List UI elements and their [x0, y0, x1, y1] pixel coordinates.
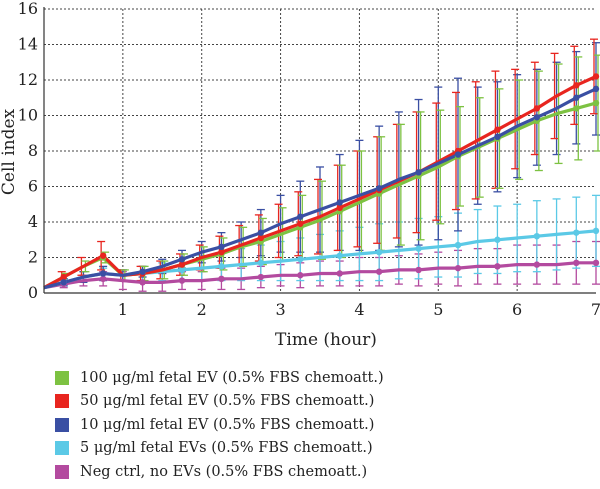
- x-tick-label: 4: [354, 300, 364, 319]
- data-point: [533, 233, 541, 240]
- error-bars: [57, 38, 600, 292]
- data-point: [297, 220, 304, 227]
- data-point: [60, 273, 67, 281]
- data-point: [415, 169, 422, 176]
- legend-swatch: [55, 417, 69, 432]
- data-point: [139, 279, 146, 286]
- data-point: [533, 105, 541, 112]
- legend-swatch: [55, 464, 69, 479]
- data-point: [454, 264, 462, 272]
- data-point: [592, 259, 600, 267]
- data-point: [297, 256, 304, 263]
- data-point: [533, 114, 541, 121]
- data-point: [178, 256, 186, 263]
- axes: [43, 7, 596, 294]
- data-point: [218, 263, 225, 270]
- legend-label: Neg ctrl, no EVs (0.5% FBS chemoatt.): [80, 463, 368, 480]
- data-point: [454, 241, 462, 249]
- y-tick-label: 14: [18, 35, 38, 54]
- data-point: [375, 185, 383, 192]
- data-point: [592, 73, 600, 80]
- data-point: [218, 275, 225, 282]
- data-point: [178, 266, 186, 274]
- data-point: [375, 268, 383, 275]
- legend-item: 100 μg/ml fetal EV (0.5% FBS chemoatt.): [55, 366, 384, 390]
- data-point: [494, 133, 501, 140]
- x-tick-label: 1: [118, 300, 128, 319]
- data-point: [533, 261, 541, 268]
- data-point: [336, 252, 343, 259]
- legend-label: 5 μg/ml fetal EVs (0.5% FBS chemoatt.): [80, 440, 373, 457]
- data-point: [336, 199, 343, 206]
- y-tick-label: 6: [28, 177, 38, 196]
- data-point: [99, 270, 107, 277]
- data-point: [257, 234, 265, 242]
- series-line: [43, 87, 597, 290]
- y-tick-label: 12: [18, 70, 38, 89]
- data-point: [573, 105, 580, 112]
- data-point: [415, 266, 422, 274]
- data-point: [297, 213, 304, 220]
- legend-swatch: [55, 394, 69, 409]
- x-axis-title: Time (hour): [275, 330, 377, 350]
- y-tick-label: 10: [18, 106, 38, 125]
- data-point: [139, 268, 146, 275]
- data-point: [573, 229, 580, 236]
- data-point: [494, 263, 501, 270]
- x-tick-label: 5: [433, 300, 443, 319]
- legend: 100 μg/ml fetal EV (0.5% FBS chemoatt.) 5…: [55, 366, 384, 484]
- data-point: [178, 277, 186, 284]
- data-point: [494, 126, 501, 133]
- y-tick-label: 4: [28, 212, 38, 231]
- data-point: [592, 227, 600, 235]
- legend-item: 50 μg/ml fetal EV (0.5% FBS chemoatt.): [55, 390, 384, 414]
- series-points: [60, 73, 600, 288]
- legend-item: Neg ctrl, no EVs (0.5% FBS chemoatt.): [55, 460, 384, 484]
- legend-swatch: [55, 441, 69, 456]
- data-point: [592, 99, 600, 107]
- data-point: [60, 279, 67, 286]
- legend-label: 100 μg/ml fetal EV (0.5% FBS chemoatt.): [80, 369, 384, 386]
- data-point: [99, 275, 107, 282]
- data-point: [573, 94, 580, 101]
- data-point: [257, 229, 265, 236]
- y-tick-label: 16: [18, 0, 38, 18]
- legend-item: 10 μg/ml fetal EV (0.5% FBS chemoatt.): [55, 413, 384, 437]
- data-point: [218, 243, 225, 251]
- data-point: [415, 245, 422, 252]
- data-point: [178, 261, 186, 268]
- data-point: [573, 259, 580, 267]
- data-point: [99, 252, 107, 259]
- y-tick-label: 8: [28, 141, 38, 160]
- data-point: [573, 82, 580, 89]
- data-point: [257, 273, 265, 281]
- data-point: [297, 272, 304, 279]
- legend-label: 50 μg/ml fetal EV (0.5% FBS chemoatt.): [80, 393, 375, 410]
- legend-swatch: [55, 370, 69, 385]
- data-point: [336, 204, 343, 211]
- legend-item: 5 μg/ml fetal EVs (0.5% FBS chemoatt.): [55, 437, 384, 461]
- data-point: [375, 248, 383, 256]
- data-point: [218, 248, 225, 256]
- y-axis-title: Cell index: [0, 108, 19, 195]
- x-tick-label: 6: [512, 300, 522, 319]
- legend-label: 10 μg/ml fetal EV (0.5% FBS chemoatt.): [80, 416, 375, 433]
- data-point: [592, 85, 600, 93]
- x-tick-label: 3: [275, 300, 285, 319]
- x-tick-label: 7: [591, 300, 600, 319]
- x-tick-label: 2: [197, 300, 207, 319]
- y-tick-label: 2: [28, 248, 38, 267]
- series-line: [43, 261, 596, 290]
- data-point: [257, 259, 265, 267]
- series-lines: [43, 75, 597, 290]
- data-point: [336, 270, 343, 277]
- data-point: [494, 236, 501, 243]
- data-point: [454, 151, 462, 158]
- y-tick-label: 0: [28, 283, 38, 302]
